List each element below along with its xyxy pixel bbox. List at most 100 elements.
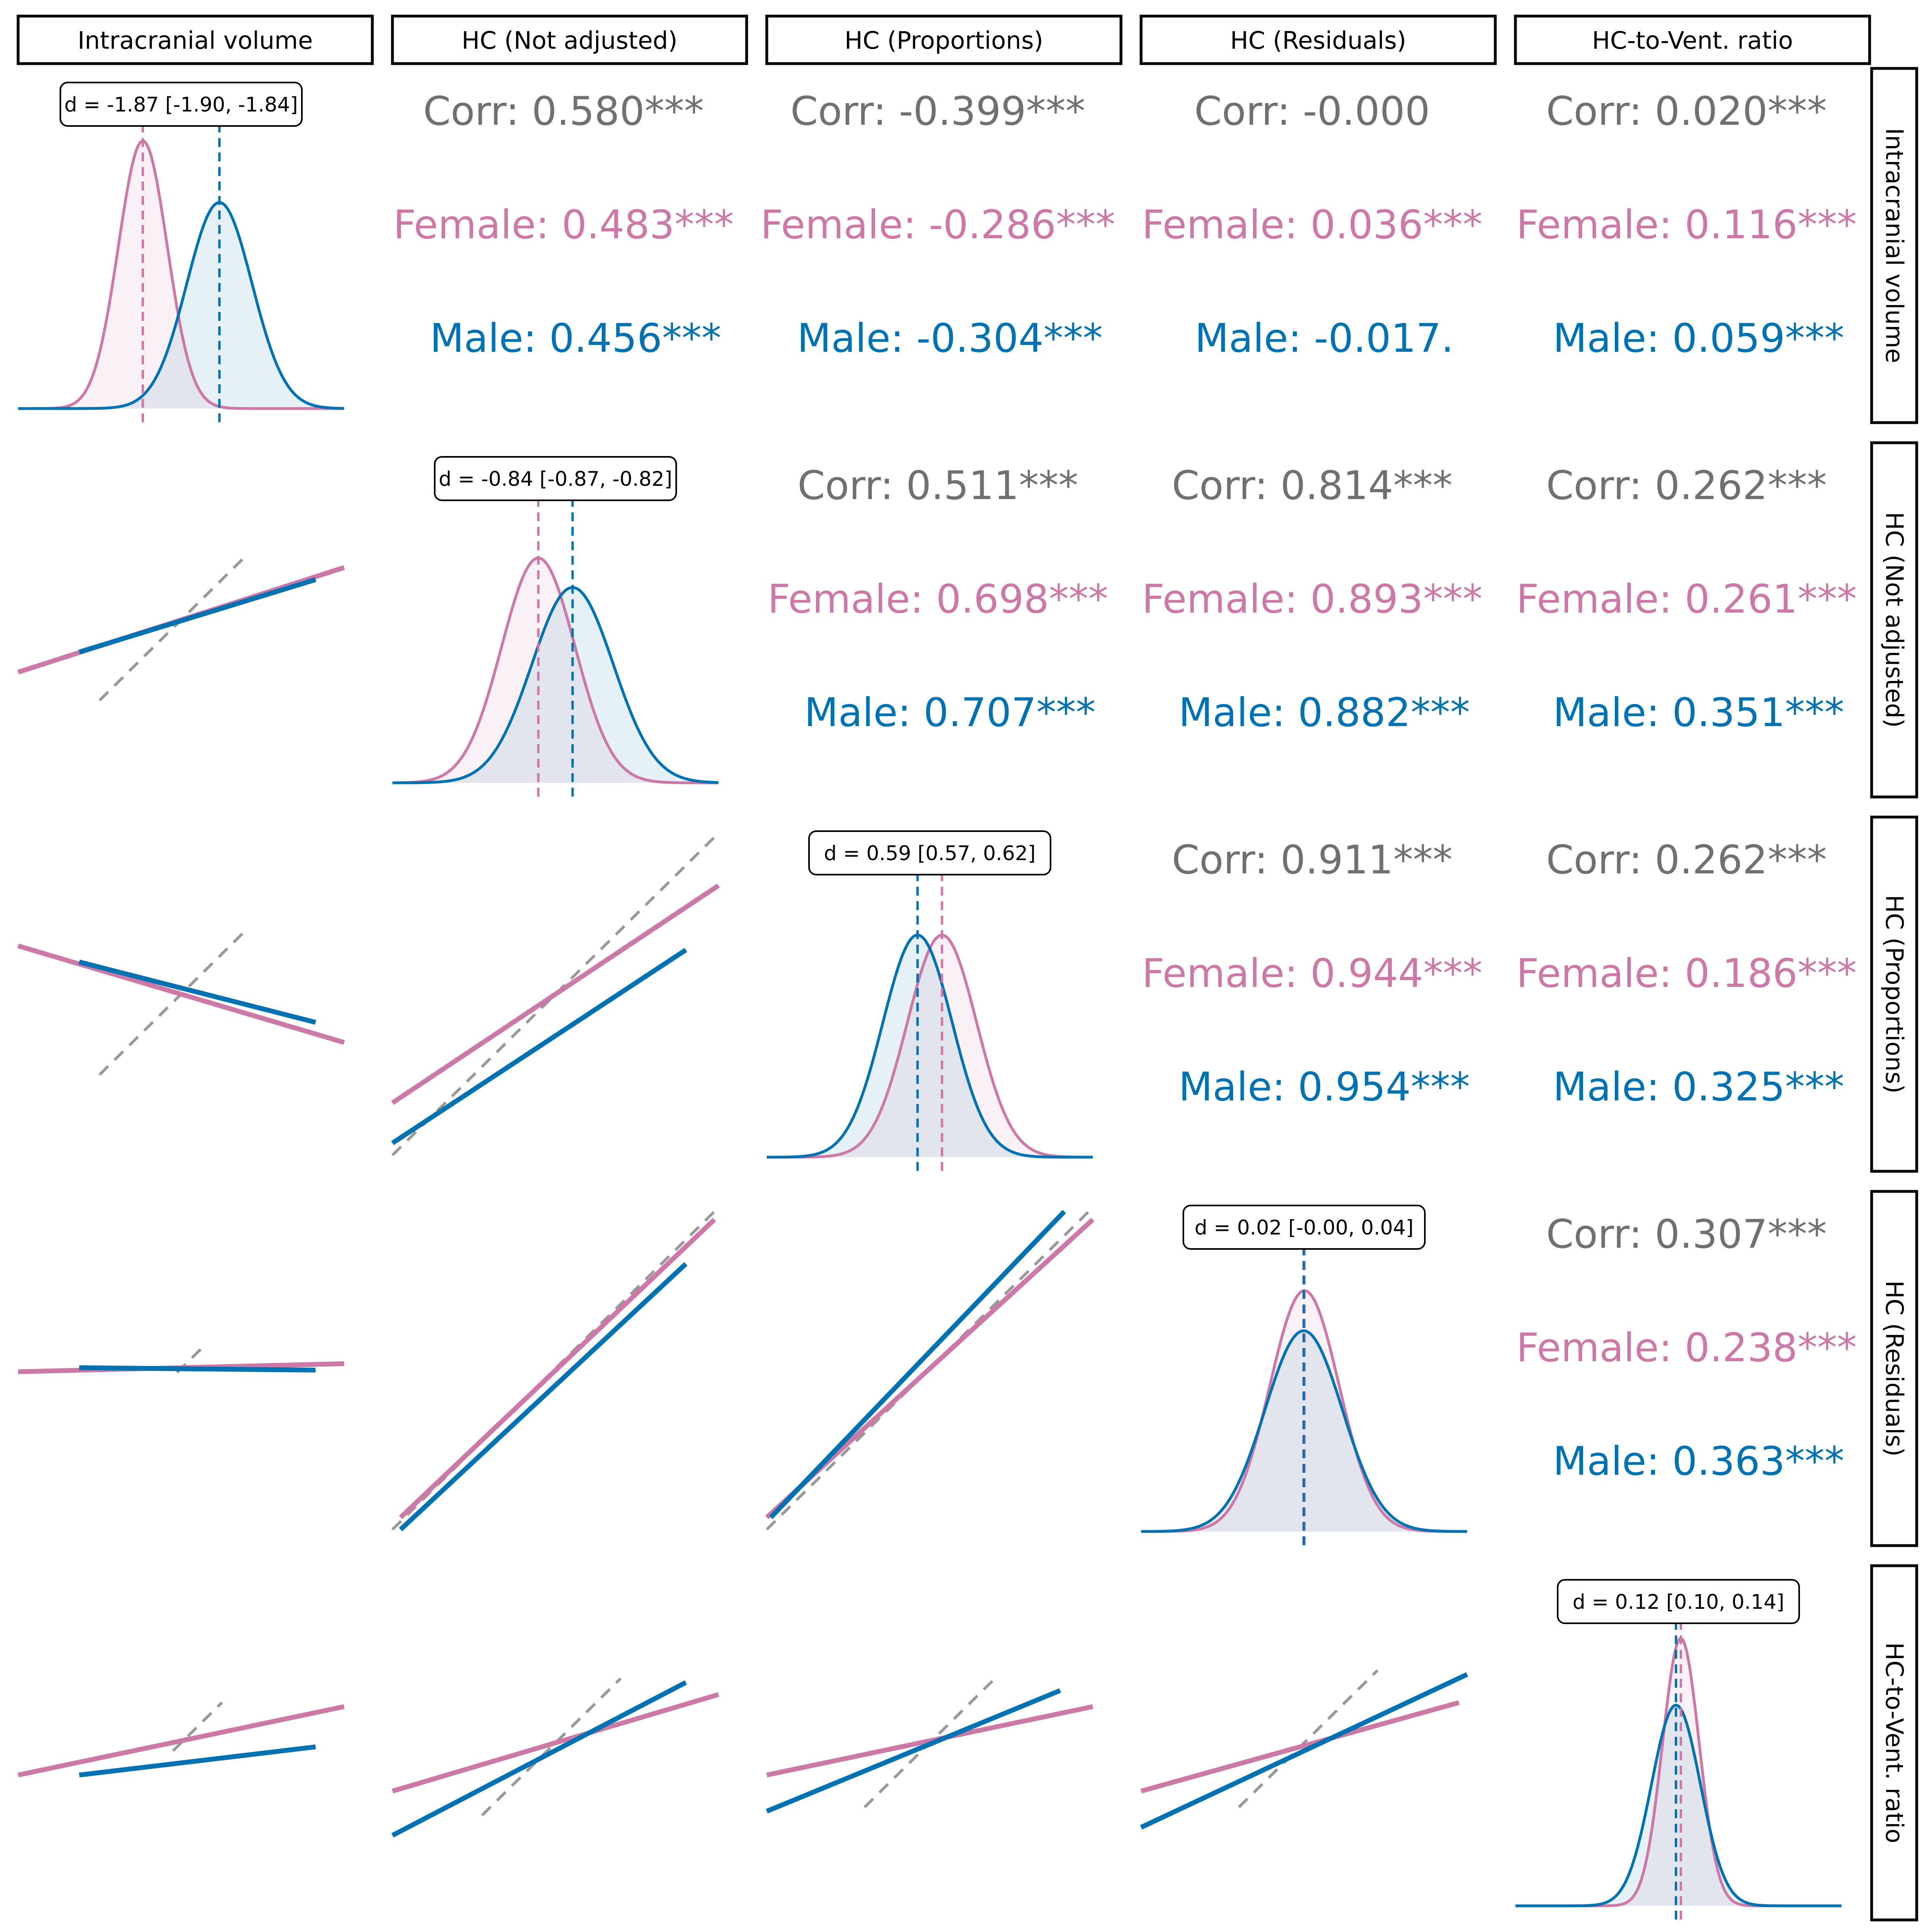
regression-panel — [766, 1677, 1094, 1814]
column-strip-3: HC (Residuals) — [1139, 14, 1497, 65]
female-regression-line — [1140, 1700, 1460, 1794]
row-strip-2: HC (Proportions) — [1870, 815, 1918, 1173]
male-correlation: Male: -0.017. — [1195, 316, 1453, 361]
male-correlation: Male: 0.059*** — [1553, 316, 1844, 361]
effect-size-text: d = -0.84 [-0.87, -0.82] — [439, 467, 672, 491]
female-density-curve — [18, 139, 344, 410]
column-strip-label: HC (Residuals) — [1230, 27, 1406, 55]
male-correlation: Male: 0.363*** — [1553, 1439, 1844, 1484]
female-density-fill — [18, 141, 344, 409]
female-correlation: Female: 0.036*** — [1142, 202, 1482, 248]
female-regression-line — [17, 1704, 345, 1777]
overall-correlation: Corr: 0.911*** — [1172, 837, 1452, 883]
column-strip-label: Intracranial volume — [78, 27, 313, 55]
identity-reference-line — [172, 1701, 223, 1752]
female-correlation: Female: 0.116*** — [1516, 202, 1857, 248]
male-regression-line — [79, 1365, 316, 1373]
regression-panel — [765, 1206, 1095, 1531]
correlation-panel: Corr: -0.000 Female: 0.036*** Male: -0.017… — [1142, 89, 1482, 361]
effect-size-text: d = 0.02 [-0.00, 0.04] — [1195, 1216, 1414, 1239]
female-density-curve — [392, 556, 718, 784]
correlation-panel: Corr: 0.511*** Female: 0.698*** Male: 0.70… — [768, 463, 1108, 736]
row-strip-4: HC-to-Vent. ratio — [1870, 1564, 1918, 1922]
male-correlation: Male: 0.351*** — [1553, 690, 1844, 736]
density-panel: d = 0.59 [0.57, 0.62] — [766, 830, 1093, 1173]
regression-panel — [17, 933, 345, 1076]
effect-size-label: d = 0.59 [0.57, 0.62] — [808, 830, 1051, 875]
row-strip-label: HC (Residuals) — [1880, 1280, 1908, 1457]
effect-size-text: d = 0.59 [0.57, 0.62] — [824, 842, 1036, 865]
density-panel: d = -1.87 [-1.90, -1.84] — [18, 82, 345, 425]
male-regression-line — [391, 1680, 687, 1838]
regression-panel — [17, 558, 345, 702]
male-regression-line — [769, 1210, 1066, 1519]
female-density-fill — [1515, 1638, 1841, 1906]
column-strip-2: HC (Proportions) — [765, 14, 1123, 65]
male-regression-line — [79, 1744, 316, 1777]
female-correlation: Female: 0.893*** — [1142, 576, 1482, 622]
column-strip-label: HC (Proportions) — [844, 27, 1043, 55]
female-regression-line — [392, 1692, 719, 1794]
overall-correlation: Corr: -0.399*** — [791, 89, 1086, 134]
correlation-panel: Corr: 0.814*** Female: 0.893*** Male: 0.88… — [1142, 463, 1482, 736]
male-regression-line — [399, 1262, 688, 1532]
column-strip-label: HC (Not adjusted) — [462, 27, 677, 55]
row-strip-label: HC (Proportions) — [1880, 895, 1908, 1094]
regression-panel — [391, 1206, 720, 1532]
identity-reference-line — [391, 832, 720, 1156]
male-density-fill — [1141, 1331, 1467, 1532]
correlation-panel: Corr: 0.580*** Female: 0.483*** Male: 0.45… — [393, 89, 734, 361]
female-correlation: Female: -0.286*** — [760, 202, 1115, 248]
identity-reference-line — [391, 1206, 720, 1531]
overall-correlation: Corr: -0.000 — [1194, 89, 1430, 134]
effect-size-label: d = 0.02 [-0.00, 0.04] — [1183, 1205, 1426, 1250]
female-correlation: Female: 0.483*** — [393, 202, 734, 248]
effect-size-text: d = -1.87 [-1.90, -1.84] — [64, 93, 298, 116]
row-strip-label: Intracranial volume — [1880, 128, 1908, 363]
female-correlation: Female: 0.261*** — [1516, 576, 1857, 622]
row-strip-0: Intracranial volume — [1870, 67, 1918, 424]
male-density-curve — [1515, 1703, 1841, 1907]
overall-correlation: Corr: 0.511*** — [797, 463, 1078, 509]
correlation-panel: Corr: 0.262*** Female: 0.186*** Male: 0.32… — [1516, 837, 1857, 1110]
female-correlation: Female: 0.698*** — [768, 576, 1108, 622]
row-strip-1: HC (Not adjusted) — [1870, 441, 1918, 799]
effect-size-label: d = -0.84 [-0.87, -0.82] — [434, 456, 677, 501]
correlation-panel: Corr: 0.020*** Female: 0.116*** Male: 0.05… — [1516, 89, 1857, 361]
male-correlation: Male: 0.707*** — [804, 690, 1096, 736]
regression-panel — [17, 1701, 345, 1777]
column-strip-label: HC-to-Vent. ratio — [1592, 27, 1793, 55]
male-correlation: Male: 0.882*** — [1179, 690, 1470, 736]
male-density-fill — [1515, 1705, 1841, 1906]
female-density-fill — [392, 558, 718, 783]
correlation-panel: Corr: -0.399*** Female: -0.286*** Male: -0… — [760, 89, 1115, 361]
correlation-panel: Corr: 0.911*** Female: 0.944*** Male: 0.95… — [1142, 837, 1482, 1110]
regression-panel — [391, 832, 720, 1156]
density-panel: d = -0.84 [-0.87, -0.82] — [392, 456, 719, 799]
column-strip-1: HC (Not adjusted) — [391, 14, 748, 65]
male-density-curve — [1141, 1329, 1467, 1533]
male-correlation: Male: 0.325*** — [1553, 1064, 1844, 1110]
female-regression-line — [391, 883, 720, 1105]
male-density-curve — [392, 586, 719, 784]
column-strip-4: HC-to-Vent. ratio — [1514, 14, 1871, 65]
male-regression-line — [78, 960, 316, 1025]
female-regression-line — [399, 1218, 716, 1519]
effect-size-label: d = -1.87 [-1.90, -1.84] — [60, 82, 303, 127]
effect-size-label: d = 0.12 [0.10, 0.14] — [1557, 1579, 1800, 1624]
male-regression-line — [1140, 1672, 1468, 1830]
male-regression-line — [766, 1688, 1061, 1814]
density-panel: d = 0.12 [0.10, 0.14] — [1515, 1579, 1841, 1922]
male-correlation: Male: -0.304*** — [797, 316, 1102, 361]
male-density-fill — [767, 935, 1093, 1157]
male-regression-line — [78, 577, 316, 654]
female-regression-line — [17, 943, 345, 1045]
overall-correlation: Corr: 0.020*** — [1546, 89, 1827, 134]
female-correlation: Female: 0.186*** — [1516, 951, 1857, 997]
identity-reference-line — [481, 1677, 622, 1816]
male-correlation: Male: 0.456*** — [430, 316, 721, 361]
effect-size-text: d = 0.12 [0.10, 0.14] — [1573, 1590, 1784, 1614]
identity-reference-line — [99, 558, 244, 702]
row-strip-label: HC (Not adjusted) — [1880, 512, 1908, 728]
overall-correlation: Corr: 0.580*** — [423, 89, 704, 134]
